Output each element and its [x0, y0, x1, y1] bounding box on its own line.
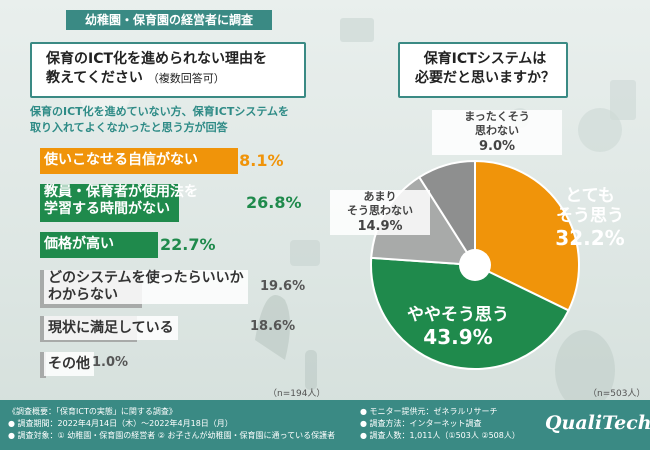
pie-label-3: あまり そう思わない 14.9% — [330, 190, 430, 235]
pie-label-text: ややそう思う — [388, 305, 528, 325]
pie-label-text: あまり — [330, 190, 430, 204]
pie-label-4: まったくそう 思わない 9.0% — [432, 110, 562, 155]
pie-center-hole — [459, 249, 491, 281]
pie-value-label: 32.2% — [545, 226, 635, 250]
pie-label-1: とても そう思う 32.2% — [545, 186, 635, 250]
pie-label-text: とても — [545, 186, 635, 206]
pie-value-label: 9.0% — [432, 138, 562, 155]
pie-label-text: そう思う — [545, 206, 635, 226]
pie-label-text: まったくそう — [432, 110, 562, 124]
survey-method: ● 調査方法：インターネット調査 — [360, 418, 520, 430]
pie-label-text: 思わない — [432, 124, 562, 138]
footer-right: ● モニター提供元：ゼネラルリサーチ ● 調査方法：インターネット調査 ● 調査… — [360, 406, 520, 442]
qualitech-logo: QualiTech — [545, 412, 650, 434]
survey-period: ● 調査期間：2022年4月14日（木）〜2022年4月18日（月） — [8, 418, 335, 430]
survey-target: ● 調査対象：① 幼稚園・保育園の経営者 ② お子さんが幼稚園・保育園に通ってい… — [8, 430, 335, 442]
pie-value-label: 14.9% — [330, 218, 430, 235]
pie-label-text: そう思わない — [330, 204, 430, 218]
survey-title: 《調査概要：「保育ICTの実態」に関する調査》 — [8, 406, 335, 418]
pie-label-2: ややそう思う 43.9% — [388, 305, 528, 349]
survey-count: ● 調査人数：1,011人（①503人 ②508人） — [360, 430, 520, 442]
pie-value-label: 43.9% — [388, 325, 528, 349]
footer: 《調査概要：「保育ICTの実態」に関する調査》 ● 調査期間：2022年4月14… — [0, 400, 650, 450]
footer-left: 《調査概要：「保育ICTの実態」に関する調査》 ● 調査期間：2022年4月14… — [8, 406, 335, 442]
monitor-provider: ● モニター提供元：ゼネラルリサーチ — [360, 406, 520, 418]
pie-chart-n-label: （n=503人） — [588, 386, 645, 399]
